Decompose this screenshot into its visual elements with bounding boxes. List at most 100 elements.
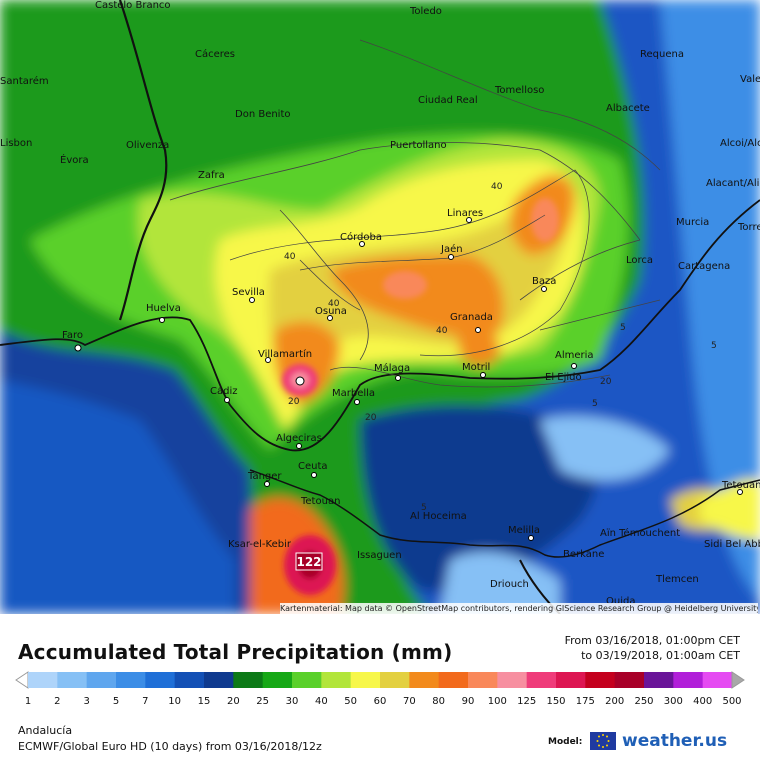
city-almeria: Almeria xyxy=(555,350,594,361)
time-range-from: From 03/16/2018, 01:00pm CET xyxy=(564,634,740,647)
city-ciudad-real: Ciudad Real xyxy=(418,95,478,106)
scale-cell xyxy=(644,672,674,688)
scale-tick-label: 500 xyxy=(722,696,741,707)
contour-labels: 40 40 40 40 20 20 5 5 5 5 20 xyxy=(284,182,717,513)
svg-text:20: 20 xyxy=(365,413,377,423)
city-cordoba: Córdoba xyxy=(340,231,382,243)
city-oujda: Oujda xyxy=(606,596,635,607)
precipitation-map: 40 40 40 40 20 20 5 5 5 5 20 122 Castelo… xyxy=(0,0,760,614)
city-lisbon: Lisbon xyxy=(0,138,32,149)
weather-us-logo[interactable]: weather.us xyxy=(622,731,728,751)
scale-tick-label: 7 xyxy=(142,696,148,707)
scale-arrow-high xyxy=(731,671,745,689)
svg-text:20: 20 xyxy=(288,397,300,407)
city-markers xyxy=(74,217,743,541)
scale-tick-label: 175 xyxy=(576,696,595,707)
scale-cell xyxy=(57,672,88,688)
city-tomelloso: Tomelloso xyxy=(494,85,544,96)
eu-flag-icon xyxy=(590,732,616,750)
city-olivenza: Olivenza xyxy=(126,140,169,151)
city-valencia: Valencia xyxy=(740,74,760,85)
scale-tick-label: 3 xyxy=(83,696,89,707)
scale-tick-label: 5 xyxy=(113,696,119,707)
scale-cell xyxy=(468,672,498,688)
svg-text:5: 5 xyxy=(711,341,717,351)
scale-tick-label: 150 xyxy=(546,696,565,707)
city-melilla: Melilla xyxy=(508,525,540,536)
model-run-label: ECMWF/Global Euro HD (10 days) from 03/1… xyxy=(18,740,322,753)
city-evora: Évora xyxy=(60,153,89,166)
scale-tick-label: 400 xyxy=(693,696,712,707)
scale-tick-label: 20 xyxy=(227,696,240,707)
time-range-to: to 03/19/2018, 01:00am CET xyxy=(581,649,740,662)
city-puertollano: Puertollano xyxy=(390,140,447,151)
scale-cell xyxy=(350,672,381,688)
svg-text:5: 5 xyxy=(620,323,626,333)
city-sidi-bel-abbes: Sidi Bel Abbès xyxy=(704,538,760,550)
scale-tick-label: 2 xyxy=(54,696,60,707)
scale-tick-label: 250 xyxy=(634,696,653,707)
city-driouch: Driouch xyxy=(490,579,529,590)
city-faro: Faro xyxy=(62,330,83,341)
city-linares: Linares xyxy=(447,208,483,219)
city-albacete: Albacete xyxy=(606,103,650,114)
scale-cell xyxy=(116,672,146,688)
map-canvas: 40 40 40 40 20 20 5 5 5 5 20 122 Castelo… xyxy=(0,0,760,614)
svg-text:40: 40 xyxy=(328,299,340,309)
scale-cell xyxy=(614,672,645,688)
city-ain-temouchent: Aïn Témouchent xyxy=(600,527,680,539)
city-motril: Motril xyxy=(462,362,490,373)
scale-tick-label: 80 xyxy=(432,696,445,707)
city-requena: Requena xyxy=(640,49,684,60)
city-zafra: Zafra xyxy=(198,170,225,181)
city-labels: Castelo Branco Toledo Cáceres Requena Va… xyxy=(0,0,760,607)
scale-cell xyxy=(409,672,440,688)
city-huelva: Huelva xyxy=(146,303,181,314)
city-granada: Granada xyxy=(450,312,493,323)
city-toledo: Toledo xyxy=(409,6,442,17)
city-algeciras: Algeciras xyxy=(276,433,322,444)
model-label: Model: xyxy=(548,737,583,747)
scale-cell xyxy=(321,672,352,688)
scale-tick-label: 1 xyxy=(25,696,31,707)
scale-cell xyxy=(438,672,469,688)
scale-cell xyxy=(28,672,58,688)
scale-cell xyxy=(556,672,586,688)
city-issaguen: Issaguen xyxy=(357,550,402,561)
scale-tick-label: 300 xyxy=(664,696,683,707)
svg-text:5: 5 xyxy=(421,503,427,513)
scale-tick-label: 60 xyxy=(374,696,387,707)
city-caceres: Cáceres xyxy=(195,48,235,60)
city-alicante: Alacant/Alicante xyxy=(706,178,760,189)
svg-text:5: 5 xyxy=(592,399,598,409)
region-label: Andalucía xyxy=(18,724,73,737)
city-baza: Baza xyxy=(532,276,556,287)
city-sevilla: Sevilla xyxy=(232,287,265,298)
scale-tick-label: 10 xyxy=(168,696,181,707)
city-oran: Tetouan xyxy=(721,480,760,491)
scale-cell xyxy=(497,672,528,688)
city-el-ejido: El Ejido xyxy=(545,372,582,383)
scale-cell xyxy=(292,672,322,688)
city-malaga: Málaga xyxy=(374,362,410,374)
scale-tick-label: 200 xyxy=(605,696,624,707)
scale-tick-label: 70 xyxy=(403,696,416,707)
scale-tick-label: 125 xyxy=(517,696,536,707)
scale-cell xyxy=(233,672,264,688)
color-scale: 1 2 3 5 7 10 15 20 25 30 40 50 60 70 80 90 100 125 150 175 2… xyxy=(15,671,745,707)
scale-tick-label: 90 xyxy=(462,696,475,707)
city-tlemcen: Tlemcen xyxy=(655,574,699,585)
city-tetouan-text: Tetouan xyxy=(300,496,340,507)
scale-cell xyxy=(145,672,176,688)
scale-cell xyxy=(526,672,557,688)
city-ksar-el-kebir: Ksar-el-Kebir xyxy=(228,539,292,550)
scale-tick-label: 40 xyxy=(315,696,328,707)
map-credit: Kartenmaterial: Map data © OpenStreetMap… xyxy=(280,603,758,614)
city-lorca: Lorca xyxy=(626,255,653,266)
city-castelo-branco: Castelo Branco xyxy=(95,0,171,11)
city-don-benito: Don Benito xyxy=(235,109,291,120)
precipitation-field xyxy=(0,0,760,614)
city-murcia: Murcia xyxy=(676,217,709,228)
svg-text:122: 122 xyxy=(296,555,321,569)
scale-tick-label: 100 xyxy=(488,696,507,707)
